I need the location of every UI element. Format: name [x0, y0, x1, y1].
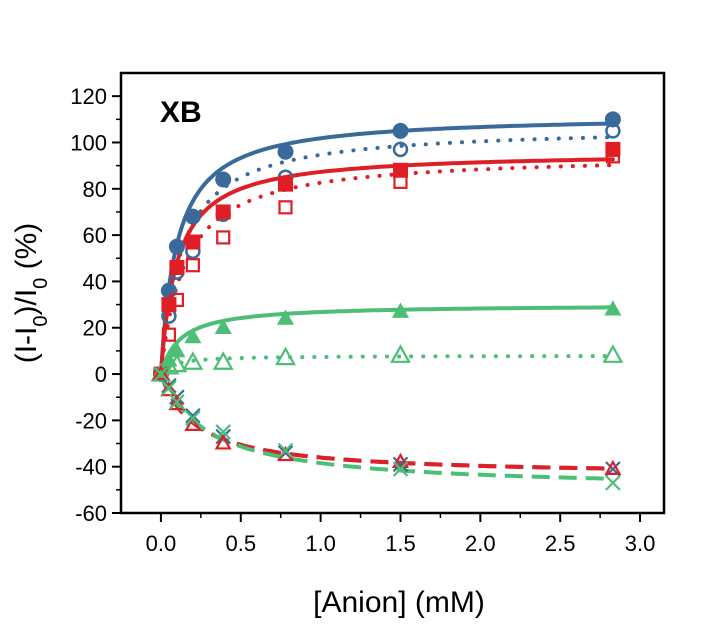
- x-axis-title: [Anion] (mM): [313, 586, 485, 619]
- data-point: [391, 302, 410, 318]
- y-tick-label: 20: [83, 316, 107, 341]
- y-axis-title: (I-I0)/I0 (%): [10, 223, 52, 364]
- x-tick-label: 0.5: [225, 531, 256, 556]
- y-tick-label: 120: [70, 84, 107, 109]
- data-point: [152, 364, 170, 381]
- data-point: [392, 456, 409, 473]
- data-point: [212, 351, 234, 370]
- data-point: [605, 123, 621, 139]
- data-point: [166, 353, 188, 373]
- data-point: [169, 260, 185, 276]
- data-point: [215, 171, 232, 188]
- data-point: [216, 230, 231, 245]
- data-point: [182, 351, 204, 370]
- data-point: [390, 344, 411, 363]
- ticks: [112, 95, 642, 522]
- axes: [119, 71, 666, 515]
- fit-line: [159, 373, 613, 471]
- data-point: [278, 200, 293, 215]
- data-point: [392, 122, 409, 139]
- data-point: [160, 282, 177, 299]
- data-point: [161, 297, 177, 313]
- x-tick-label: 2.5: [545, 531, 576, 556]
- tick-labels: 0.0 0.5 1.0 1.5 2.0 2.5 3.0 -60 -40 -20 0 20 40 60 80 1…: [70, 84, 655, 556]
- data-point: [161, 380, 177, 396]
- data-point: [602, 344, 624, 363]
- x-tick-label: 0.0: [146, 531, 177, 556]
- x-tick-label: 2.0: [465, 531, 496, 556]
- data-point: [215, 424, 231, 440]
- x-tick-label: 1.0: [305, 531, 336, 556]
- y-tick-label: 100: [70, 130, 107, 155]
- y-tick-label: 60: [83, 223, 107, 248]
- plot-frame: [119, 71, 666, 515]
- data-point: [184, 328, 202, 344]
- data-point: [160, 381, 178, 397]
- data-point: [392, 162, 408, 178]
- data-point: [215, 204, 231, 220]
- fit-line: [158, 157, 615, 377]
- data-point: [169, 292, 184, 308]
- data-point: [214, 318, 232, 335]
- data-point: [393, 174, 408, 189]
- data-point: [604, 300, 622, 316]
- y-tick-label: 80: [83, 177, 107, 202]
- y-tick-label: -20: [75, 408, 107, 433]
- data-point: [604, 111, 621, 128]
- data-point: [168, 238, 185, 255]
- y-tick-label: 0: [95, 362, 107, 387]
- data-point: [605, 475, 621, 491]
- data-point: [604, 459, 622, 475]
- data-point: [185, 258, 200, 273]
- data-point: [153, 366, 169, 382]
- data-point: [184, 415, 202, 431]
- data-point: [168, 394, 186, 411]
- data-point: [277, 143, 294, 160]
- data-point: [158, 355, 180, 375]
- data-point: [169, 394, 185, 410]
- fit-line: [158, 135, 615, 377]
- data-point: [276, 309, 295, 325]
- data-markers: [150, 111, 624, 491]
- fit-line: [158, 305, 615, 377]
- x-tick-label: 1.5: [385, 531, 416, 556]
- data-point: [275, 346, 296, 366]
- data-point: [185, 407, 201, 424]
- y-tick-label: 40: [83, 269, 107, 294]
- data-point: [184, 208, 201, 225]
- fit-line: [158, 163, 615, 377]
- data-point: [392, 141, 409, 158]
- data-point: [277, 442, 294, 459]
- data-point: [277, 176, 293, 192]
- panel-label: XB: [160, 96, 202, 129]
- fit-line: [159, 373, 613, 471]
- y-tick-label: -40: [75, 455, 107, 480]
- x-tick-label: 3.0: [625, 531, 656, 556]
- data-point: [214, 434, 232, 450]
- data-point: [391, 452, 410, 469]
- y-tick-label: -60: [75, 501, 107, 526]
- data-point: [185, 234, 201, 250]
- data-point: [161, 327, 177, 342]
- data-point: [168, 341, 186, 358]
- data-point: [185, 410, 201, 426]
- data-point: [392, 461, 409, 477]
- data-point: [605, 149, 620, 164]
